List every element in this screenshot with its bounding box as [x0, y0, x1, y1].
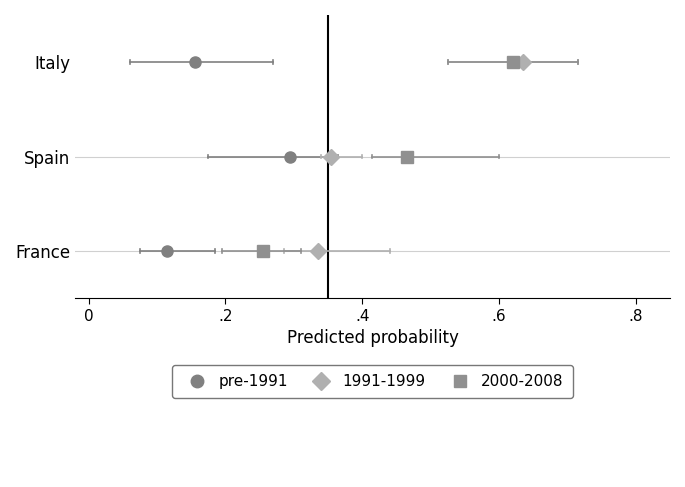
Legend: pre-1991, 1991-1999, 2000-2008: pre-1991, 1991-1999, 2000-2008 — [173, 365, 573, 398]
X-axis label: Predicted probability: Predicted probability — [286, 329, 458, 347]
